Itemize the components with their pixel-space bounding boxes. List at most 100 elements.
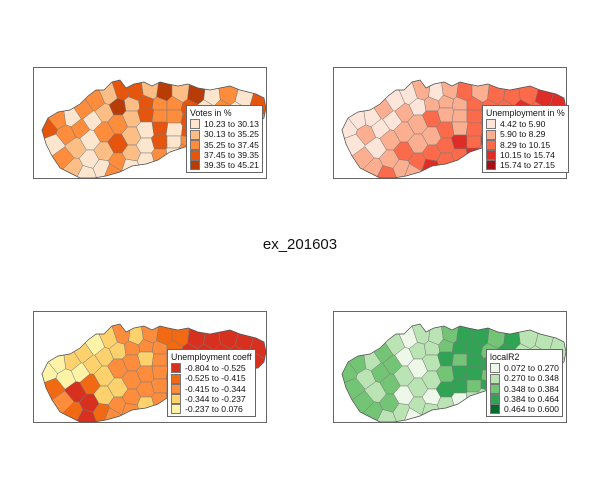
legend-swatch	[171, 404, 181, 415]
legend-item: 0.348 to 0.384	[490, 384, 559, 394]
unemployment-legend: Unemployment in % 4.42 to 5.90 5.90 to 8.…	[482, 105, 569, 174]
country-outline	[341, 79, 567, 179]
legend-label: -0.237 to 0.076	[185, 404, 243, 415]
district-polygon	[151, 109, 168, 123]
legend-item: -0.525 to -0.415	[171, 373, 252, 384]
legend-swatch	[190, 129, 200, 140]
district-polygon	[437, 396, 455, 410]
legend-label: -0.804 to -0.525	[185, 363, 246, 374]
district-polygon	[466, 379, 482, 393]
district-polygon	[151, 378, 168, 394]
legend-label: -0.525 to -0.415	[185, 373, 246, 384]
legend-swatch	[190, 149, 200, 160]
district-polygon	[137, 107, 154, 123]
localr2-legend: localR2 0.072 to 0.270 0.270 to 0.348 0.34…	[486, 349, 563, 418]
district-polygon	[451, 109, 468, 123]
legend-label: 15.74 to 27.15	[500, 160, 555, 171]
unemployment-coeff-map-panel: Unemployment coeff -0.804 to -0.525 -0.52…	[33, 311, 267, 423]
district-polygon	[166, 109, 184, 124]
legend-title: Unemployment in %	[486, 108, 565, 118]
district-polygon	[151, 353, 168, 367]
legend-item: 0.072 to 0.270	[490, 363, 559, 374]
country-outline	[41, 79, 267, 179]
votes-legend: Votes in % 10.23 to 30.13 30.13 to 35.25 3…	[186, 105, 263, 174]
legend-label: 5.90 to 8.29	[500, 129, 546, 140]
country-outline	[41, 323, 267, 423]
legend-swatch	[490, 363, 500, 374]
legend-label: 4.42 to 5.90	[500, 119, 546, 130]
localr2-map-panel: localR2 0.072 to 0.270 0.270 to 0.348 0.34…	[333, 311, 567, 423]
legend-title: localR2	[490, 352, 520, 362]
district-polygon	[437, 152, 455, 166]
legend-label: -0.344 to -0.237	[185, 393, 246, 404]
legend-label: 0.464 to 0.600	[504, 404, 559, 415]
district-polygon	[137, 351, 154, 367]
legend-swatch	[490, 383, 500, 394]
legend-item: 0.384 to 0.464	[490, 394, 559, 404]
legend-item: 8.29 to 10.15	[486, 140, 565, 150]
legend-item: 0.464 to 0.600	[490, 404, 559, 415]
country-outline	[341, 323, 567, 423]
legend-label: 0.270 to 0.348	[504, 373, 559, 384]
legend-label: 10.15 to 15.74	[500, 149, 555, 160]
legend-label: 10.23 to 30.13	[204, 119, 259, 130]
district-polygon	[151, 365, 169, 380]
legend-label: 0.348 to 0.384	[504, 383, 559, 394]
legend-item: 39.35 to 45.21	[190, 160, 259, 171]
legend-label: -0.415 to -0.344	[185, 383, 246, 394]
legend-swatch	[171, 393, 181, 404]
legend-item: -0.344 to -0.237	[171, 394, 252, 404]
district-polygon	[137, 396, 155, 410]
district-polygon	[451, 121, 469, 136]
district-polygon	[437, 107, 454, 123]
district-polygon	[451, 378, 468, 394]
district-polygon	[466, 109, 484, 124]
district-polygon	[437, 351, 454, 367]
legend-item: -0.804 to -0.525	[171, 363, 252, 374]
unemployment-map	[341, 79, 567, 179]
legend-title: Unemployment coeff	[171, 352, 252, 362]
district-polygon	[465, 366, 483, 381]
district-polygon	[151, 134, 168, 150]
legend-swatch	[190, 160, 200, 171]
legend-item: -0.415 to -0.344	[171, 384, 252, 394]
legend-label: 37.45 to 39.35	[204, 149, 259, 160]
legend-item: 0.270 to 0.348	[490, 373, 559, 384]
legend-swatch	[486, 119, 496, 130]
legend-item: 30.13 to 35.25	[190, 129, 259, 140]
legend-label: 30.13 to 35.25	[204, 129, 259, 140]
district-polygon	[465, 122, 483, 137]
legend-swatch	[490, 373, 500, 384]
legend-item: -0.237 to 0.076	[171, 404, 252, 415]
legend-label: 0.384 to 0.464	[504, 393, 559, 404]
legend-swatch	[190, 119, 200, 130]
district-polygon	[137, 152, 155, 166]
unemployment-map-panel: Unemployment in % 4.42 to 5.90 5.90 to 8.…	[333, 67, 569, 179]
legend-swatch	[171, 383, 181, 394]
legend-swatch	[486, 139, 496, 150]
legend-swatch	[490, 404, 500, 415]
legend-swatch	[190, 139, 200, 150]
legend-item: 35.25 to 37.45	[190, 140, 259, 150]
legend-item: 37.45 to 39.35	[190, 150, 259, 160]
legend-title: Votes in %	[190, 108, 232, 118]
legend-swatch	[490, 393, 500, 404]
district-polygon	[451, 353, 468, 367]
legend-swatch	[171, 373, 181, 384]
district-polygon	[151, 121, 169, 136]
legend-swatch	[486, 129, 496, 140]
district-polygon	[466, 353, 484, 368]
legend-swatch	[171, 363, 181, 374]
district-polygon	[165, 122, 183, 137]
legend-swatch	[486, 160, 496, 171]
district-polygon	[451, 134, 468, 150]
district-polygon	[451, 365, 469, 380]
legend-label: 0.072 to 0.270	[504, 363, 559, 374]
legend-label: 35.25 to 37.45	[204, 139, 259, 150]
unemployment-coeff-legend: Unemployment coeff -0.804 to -0.525 -0.52…	[167, 349, 256, 418]
legend-item: 10.15 to 15.74	[486, 150, 565, 160]
votes-map-panel: Votes in % 10.23 to 30.13 30.13 to 35.25 3…	[33, 67, 267, 179]
legend-label: 39.35 to 45.21	[204, 160, 259, 171]
legend-item: 5.90 to 8.29	[486, 129, 565, 140]
